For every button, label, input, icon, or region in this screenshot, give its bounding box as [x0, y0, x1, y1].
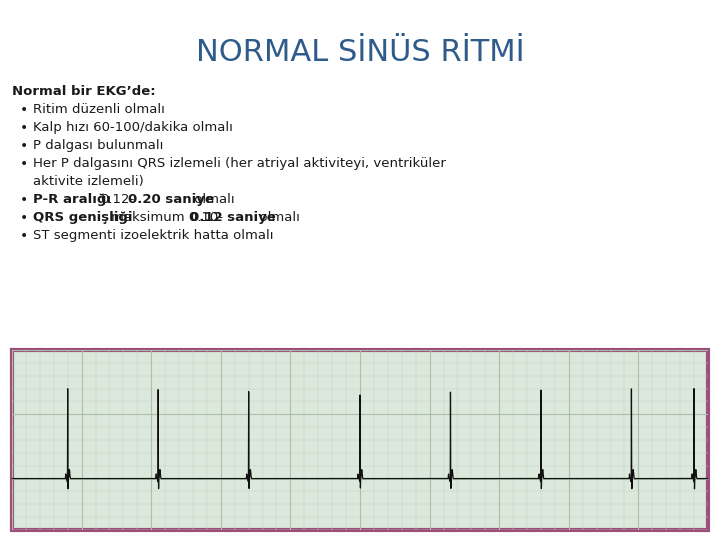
Text: •: •	[20, 139, 28, 153]
Text: olmalı: olmalı	[190, 193, 235, 206]
Text: Ritim düzenli olmalı: Ritim düzenli olmalı	[33, 103, 165, 116]
Text: •: •	[20, 211, 28, 225]
Text: olmalı: olmalı	[251, 211, 300, 224]
Text: Her P dalgasını QRS izlemeli (her atriyal aktiviteyi, ventriküler: Her P dalgasını QRS izlemeli (her atriya…	[33, 157, 446, 170]
Text: 0.12-: 0.12-	[100, 193, 135, 206]
Text: Normal bir EKG’de:: Normal bir EKG’de:	[12, 85, 156, 98]
Text: QRS genişliği: QRS genişliği	[33, 211, 137, 224]
Text: P-R aralığı: P-R aralığı	[33, 193, 116, 206]
Text: •: •	[20, 157, 28, 171]
Text: P dalgası bulunmalı: P dalgası bulunmalı	[33, 139, 163, 152]
Text: aktivite izlemeli): aktivite izlemeli)	[33, 175, 144, 188]
Text: 0.20 saniye: 0.20 saniye	[128, 193, 214, 206]
Text: •: •	[20, 193, 28, 207]
Text: Kalp hızı 60-100/dakika olmalı: Kalp hızı 60-100/dakika olmalı	[33, 121, 233, 134]
Text: 0.12 saniye: 0.12 saniye	[190, 211, 276, 224]
Text: NORMAL SİNÜS RİTMİ: NORMAL SİNÜS RİTMİ	[196, 38, 524, 67]
Text: ST segmenti izoelektrik hatta olmalı: ST segmenti izoelektrik hatta olmalı	[33, 229, 274, 242]
Text: •: •	[20, 229, 28, 243]
Bar	[12, 350, 708, 530]
Text: maksimum 0.10-: maksimum 0.10-	[112, 211, 223, 224]
Text: •: •	[20, 121, 28, 135]
Text: •: •	[20, 103, 28, 117]
